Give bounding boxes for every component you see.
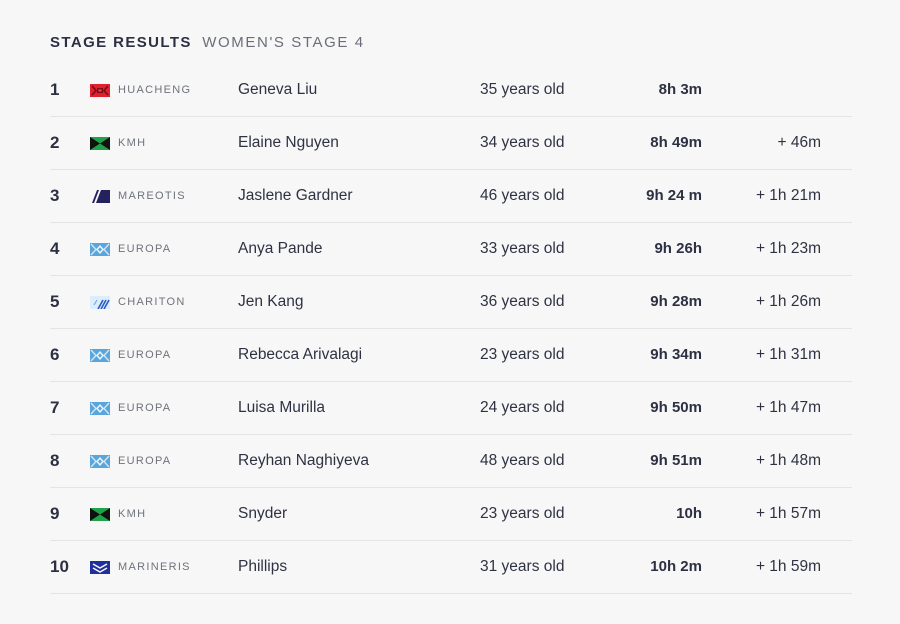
rider-age: 23 years old — [480, 505, 565, 522]
time-gap: + 1h 48m — [755, 452, 821, 469]
time-gap: + 1h 47m — [755, 399, 821, 416]
team-name: MARINERIS — [118, 561, 191, 573]
rider-name: Rebecca Arivalagi — [238, 346, 363, 363]
rider-rank: 6 — [50, 345, 60, 364]
time-gap: + 1h 59m — [755, 558, 821, 575]
time-gap: + 1h 21m — [755, 187, 821, 204]
team-name: CHARITON — [118, 296, 186, 308]
time-gap: + 1h 26m — [755, 293, 821, 310]
europa-flag-icon — [90, 349, 110, 362]
rider-rank: 1 — [50, 80, 60, 99]
kmh-flag-icon — [90, 137, 110, 150]
europa-flag-icon — [90, 455, 110, 468]
results-table: 1 HUACHENG Geneva Liu 35 years old 8h 3m 2 KMH… — [50, 64, 852, 594]
rider-rank: 2 — [50, 133, 60, 152]
mareotis-flag-icon — [90, 190, 110, 203]
rider-rank: 9 — [50, 504, 60, 523]
huacheng-flag-icon — [90, 84, 110, 97]
europa-flag-icon — [90, 402, 110, 415]
team-name: EUROPA — [118, 243, 172, 255]
rider-name: Phillips — [238, 558, 288, 575]
rider-age: 31 years old — [480, 558, 565, 575]
rider-rank: 7 — [50, 398, 60, 417]
results-header: STAGE RESULTS WOMEN'S STAGE 4 — [50, 34, 365, 52]
kmh-flag-icon — [90, 508, 110, 521]
finish-time: 9h 34m — [650, 346, 702, 363]
rider-age: 48 years old — [480, 452, 565, 469]
stage-subtitle: WOMEN'S STAGE 4 — [202, 34, 365, 51]
team-name: EUROPA — [118, 349, 172, 361]
team-name: HUACHENG — [118, 84, 192, 96]
europa-flag-icon — [90, 243, 110, 256]
rider-name: Anya Pande — [238, 240, 323, 257]
rider-name: Luisa Murilla — [238, 399, 326, 416]
finish-time: 9h 28m — [650, 293, 702, 310]
marineris-flag-icon — [90, 561, 110, 574]
finish-time: 9h 51m — [650, 452, 702, 469]
rider-name: Elaine Nguyen — [238, 134, 339, 151]
rider-rank: 3 — [50, 186, 60, 205]
finish-time: 9h 24 m — [646, 187, 702, 204]
finish-time: 8h 3m — [658, 81, 702, 98]
time-gap: + 1h 57m — [755, 505, 821, 522]
team-name: MAREOTIS — [118, 190, 186, 202]
table-row: 4 EUROPA Anya Pande 33 years old 9h 26h + 1h … — [50, 223, 852, 276]
time-gap: + 1h 23m — [755, 240, 821, 257]
table-row: 6 EUROPA Rebecca Arivalagi 23 years old 9h 3… — [50, 329, 852, 382]
table-row: 3 MAREOTIS Jaslene Gardner 46 years old 9h 2… — [50, 170, 852, 223]
rider-age: 36 years old — [480, 293, 565, 310]
finish-time: 10h — [676, 505, 702, 522]
rider-rank: 8 — [50, 451, 60, 470]
finish-time: 9h 26h — [654, 240, 702, 257]
rider-name: Geneva Liu — [238, 81, 318, 98]
team-name: KMH — [118, 137, 147, 149]
rider-age: 34 years old — [480, 134, 565, 151]
table-row: 7 EUROPA Luisa Murilla 24 years old 9h 50m + … — [50, 382, 852, 435]
rider-age: 33 years old — [480, 240, 565, 257]
finish-time: 10h 2m — [650, 558, 702, 575]
rider-name: Reyhan Naghiyeva — [238, 452, 369, 469]
rider-age: 35 years old — [480, 81, 565, 98]
chariton-flag-icon — [90, 296, 110, 309]
team-name: EUROPA — [118, 455, 172, 467]
time-gap: + 46m — [777, 134, 821, 151]
rider-age: 24 years old — [480, 399, 565, 416]
rider-rank: 10 — [50, 557, 69, 576]
finish-time: 8h 49m — [650, 134, 702, 151]
rider-age: 46 years old — [480, 187, 565, 204]
table-row: 9 KMH Snyder 23 years old 10h + 1h 57m — [50, 488, 852, 541]
table-row: 5 CHARITON Jen Kang 36 years old 9h 28m + 1h … — [50, 276, 852, 329]
rider-name: Jaslene Gardner — [238, 187, 353, 204]
rider-rank: 4 — [50, 239, 60, 258]
time-gap: + 1h 31m — [755, 346, 821, 363]
table-row: 2 KMH Elaine Nguyen 34 years old 8h 49m + 46m — [50, 117, 852, 170]
finish-time: 9h 50m — [650, 399, 702, 416]
table-row: 1 HUACHENG Geneva Liu 35 years old 8h 3m — [50, 64, 852, 117]
rider-rank: 5 — [50, 292, 60, 311]
page-title: STAGE RESULTS — [50, 34, 192, 51]
rider-name: Jen Kang — [238, 293, 304, 310]
table-row: 10 MARINERIS Phillips 31 years old 10h 2m + 1… — [50, 541, 852, 594]
rider-name: Snyder — [238, 505, 288, 522]
team-name: EUROPA — [118, 402, 172, 414]
team-name: KMH — [118, 508, 147, 520]
table-row: 8 EUROPA Reyhan Naghiyeva 48 years old 9h 51… — [50, 435, 852, 488]
rider-age: 23 years old — [480, 346, 565, 363]
